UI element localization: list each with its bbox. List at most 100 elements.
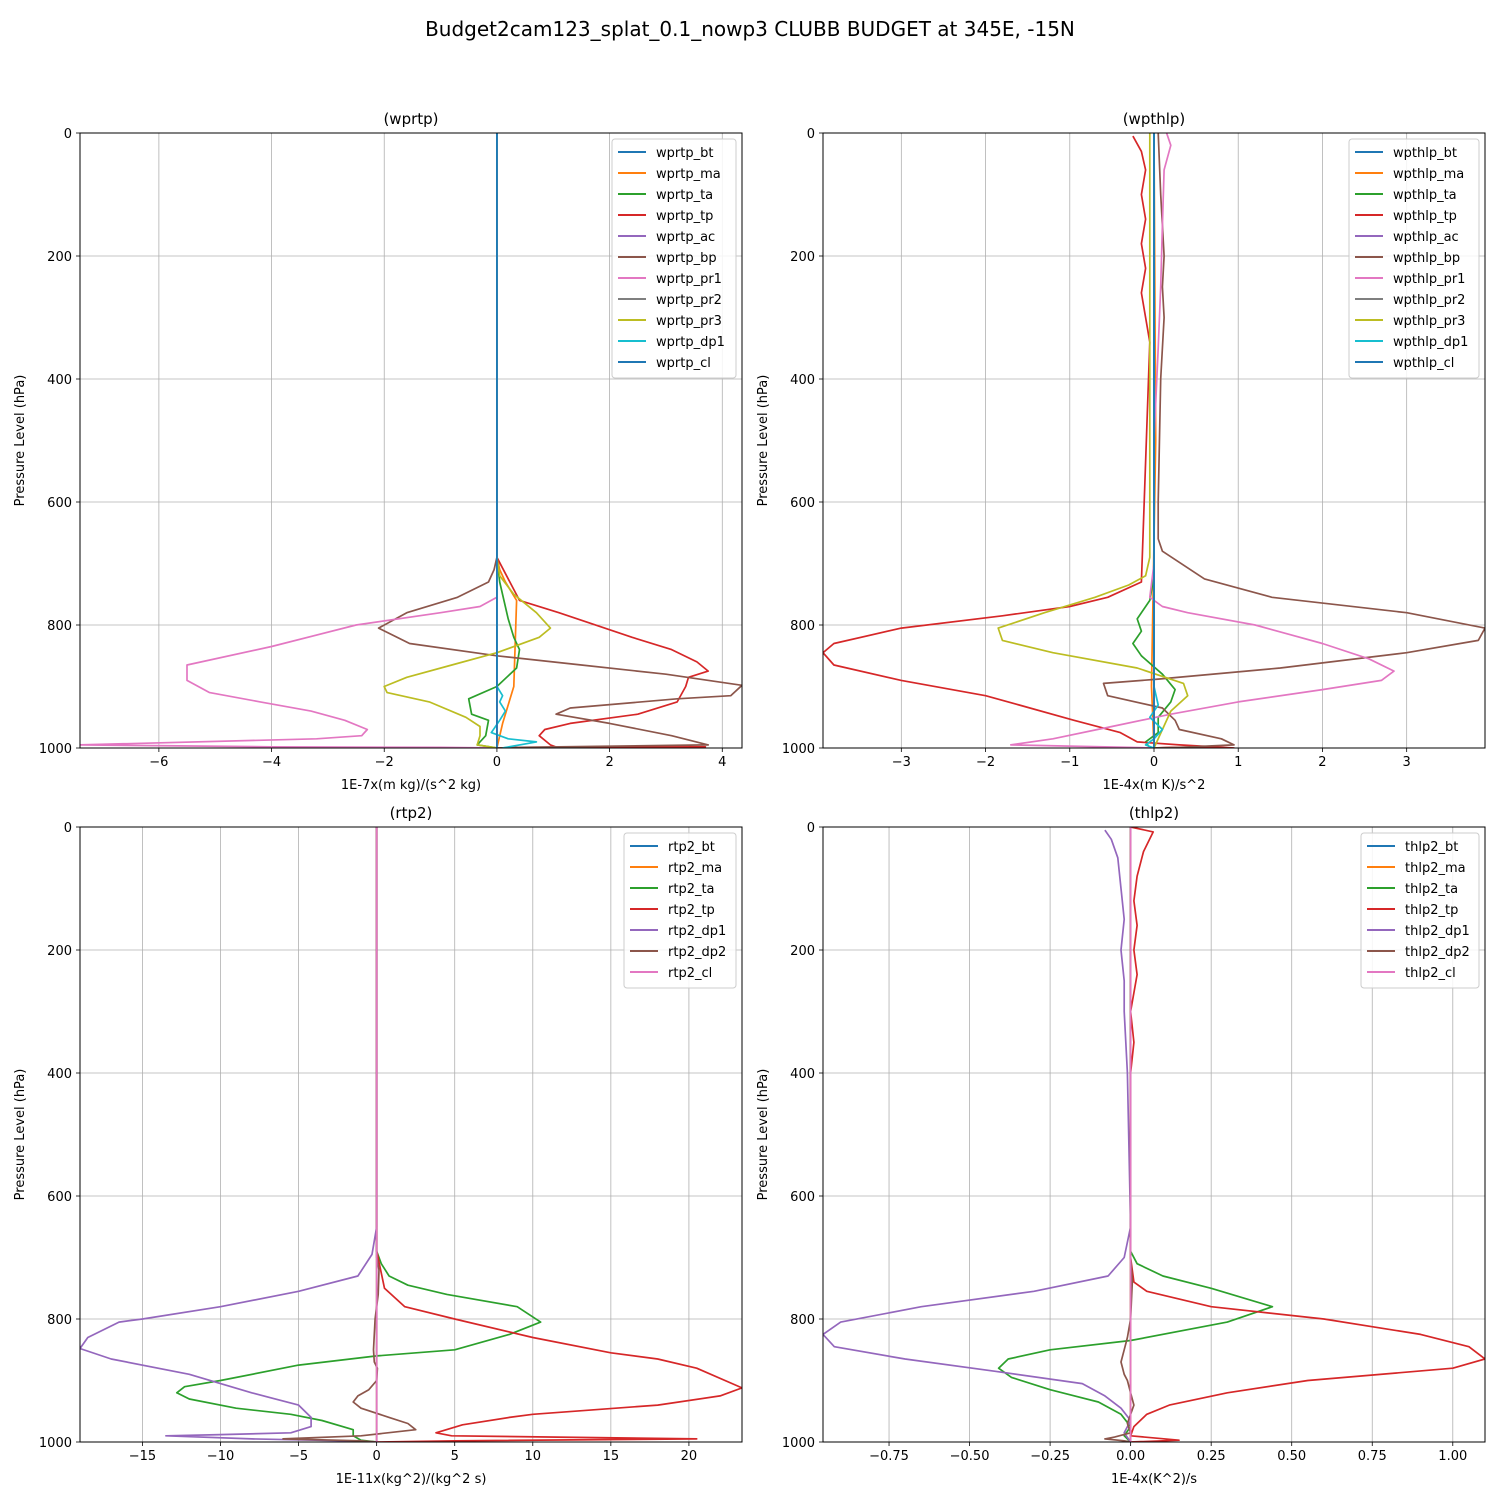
- y-tick-label: 200: [47, 944, 72, 959]
- x-tick-label: −2: [375, 755, 394, 770]
- series-group: [80, 827, 742, 1442]
- x-tick-label: 2: [1318, 755, 1326, 770]
- y-tick-label: 800: [47, 1313, 72, 1328]
- series-line-rtp2_dp2: [282, 827, 417, 1442]
- legend-label: rtp2_tp: [668, 903, 715, 918]
- y-tick-label: 800: [790, 619, 815, 634]
- plot-frame: [822, 826, 1486, 1443]
- x-tick-label: 2: [605, 755, 613, 770]
- x-tick-label: −0.50: [950, 1449, 990, 1464]
- legend-label: wprtp_pr2: [656, 293, 722, 308]
- series-line-wpthlp_ta: [1132, 133, 1176, 748]
- legend-label: wpthlp_ma: [1393, 167, 1464, 182]
- panels: −6 −4 −2 0 2 402004006008001000(wprtp)1E-7x(m…: [13, 110, 1486, 1487]
- legend-label: wpthlp_ta: [1393, 188, 1457, 203]
- x-tick-label: 1: [1234, 755, 1242, 770]
- x-tick-label: −1: [1060, 755, 1079, 770]
- legend-label: wprtp_cl: [656, 356, 711, 371]
- legend-label: wpthlp_bp: [1393, 251, 1460, 266]
- y-tick-label: 0: [807, 127, 815, 142]
- series-line-thlp2_dp2: [1104, 827, 1135, 1442]
- x-tick-label: −10: [207, 1449, 234, 1464]
- legend-label: wpthlp_pr3: [1393, 314, 1465, 329]
- legend-label: rtp2_bt: [668, 840, 715, 855]
- legend: wprtp_bt wprtp_ma wprtp_ta wprtp_tp wprtp_ac…: [611, 138, 737, 379]
- series-line-thlp2_ta: [997, 827, 1274, 1442]
- x-axis-label: 1E-11x(kg^2)/(kg^2 s): [336, 1472, 487, 1487]
- legend-label: rtp2_ta: [668, 882, 715, 897]
- panel-title: (rtp2): [390, 804, 433, 822]
- y-tick-label: 400: [790, 373, 815, 388]
- y-tick-label: 600: [47, 1190, 72, 1205]
- series-group: [823, 133, 1485, 748]
- y-axis-label: Pressure Level (hPa): [756, 375, 771, 507]
- x-tick-label: 0.75: [1358, 1449, 1387, 1464]
- legend-label: wprtp_bp: [656, 251, 717, 266]
- y-axis-label: Pressure Level (hPa): [13, 375, 28, 507]
- legend-box: [1348, 138, 1480, 379]
- y-tick-label: 1000: [782, 1436, 815, 1451]
- legend-label: wprtp_ma: [656, 167, 721, 182]
- series-group: [823, 827, 1485, 1442]
- panel-0: −6 −4 −2 0 2 4 0 200 400 600 800 1000 (wprtp) 1E-7x(m…: [13, 110, 743, 793]
- legend-label: wpthlp_pr1: [1393, 272, 1465, 287]
- legend-label: rtp2_cl: [668, 966, 712, 981]
- x-axis-label: 1E-4x(K^2)/s: [1111, 1472, 1197, 1487]
- series-line-wpthlp_bp: [1102, 133, 1485, 748]
- series-line-wpthlp_pr3: [997, 133, 1189, 748]
- series-line-wprtp_dp1: [490, 133, 538, 748]
- legend-label: thlp2_cl: [1405, 966, 1456, 981]
- legend: thlp2_bt thlp2_ma thlp2_ta thlp2_tp thlp2_dp…: [1360, 832, 1480, 989]
- y-tick-label: 400: [790, 1067, 815, 1082]
- legend-label: wpthlp_dp1: [1393, 335, 1468, 350]
- x-tick-label: 20: [681, 1449, 698, 1464]
- legend-label: wprtp_dp1: [656, 335, 725, 350]
- y-tick-label: 800: [790, 1313, 815, 1328]
- y-tick-label: 0: [64, 127, 72, 142]
- series-line-wpthlp_tp: [823, 135, 1235, 748]
- x-tick-label: 0.00: [1116, 1449, 1145, 1464]
- legend-label: rtp2_dp1: [668, 924, 726, 939]
- x-tick-label: 0: [1150, 755, 1158, 770]
- x-tick-label: −0.75: [869, 1449, 909, 1464]
- x-tick-label: 3: [1403, 755, 1411, 770]
- legend-label: thlp2_tp: [1405, 903, 1458, 918]
- x-tick-label: 0.50: [1277, 1449, 1306, 1464]
- legend: rtp2_bt rtp2_ma rtp2_ta rtp2_tp rtp2_dp1 rtp2…: [623, 832, 737, 989]
- series-line-wprtp_pr1: [80, 596, 498, 748]
- legend-label: wprtp_ac: [656, 230, 715, 245]
- x-tick-label: −5: [289, 1449, 308, 1464]
- x-tick-label: 10: [525, 1449, 542, 1464]
- y-tick-label: 600: [47, 496, 72, 511]
- y-tick-label: 1000: [782, 742, 815, 757]
- panel-title: (wpthlp): [1123, 110, 1186, 128]
- series-line-wprtp_ta: [467, 133, 521, 748]
- x-axis-label: 1E-4x(m K)/s^2: [1103, 778, 1206, 793]
- plot-frame: [79, 132, 743, 749]
- x-tick-label: 15: [603, 1449, 620, 1464]
- series-group: [80, 133, 742, 748]
- panel-1: −3 −2 −1 0 1 2 3 0 200 400 600 800 1000 (wpthlp) 1E-4x…: [756, 110, 1486, 793]
- legend-label: thlp2_bt: [1405, 840, 1458, 855]
- series-line-rtp2_tp: [375, 827, 742, 1442]
- y-tick-label: 400: [47, 1067, 72, 1082]
- legend-label: rtp2_dp2: [668, 945, 726, 960]
- legend-label: thlp2_ta: [1405, 882, 1458, 897]
- legend-label: thlp2_dp1: [1405, 924, 1470, 939]
- legend-label: wpthlp_pr2: [1393, 293, 1465, 308]
- y-tick-label: 600: [790, 1190, 815, 1205]
- y-tick-label: 200: [790, 250, 815, 265]
- y-tick-label: 400: [47, 373, 72, 388]
- legend-label: thlp2_dp2: [1405, 945, 1470, 960]
- x-tick-label: 4: [718, 755, 726, 770]
- series-line-wprtp_pr3: [383, 557, 552, 748]
- legend-label: wpthlp_bt: [1393, 146, 1457, 161]
- legend-box: [611, 138, 737, 379]
- y-tick-label: 1000: [39, 1436, 72, 1451]
- panel-3: −0.75 −0.50 −0.25 0.00 0.25 0.50 0.75 1.00 0 200 4…: [756, 804, 1486, 1487]
- legend-label: wpthlp_ac: [1393, 230, 1459, 245]
- y-tick-label: 200: [47, 250, 72, 265]
- legend-label: wprtp_bt: [656, 146, 713, 161]
- y-tick-label: 0: [807, 821, 815, 836]
